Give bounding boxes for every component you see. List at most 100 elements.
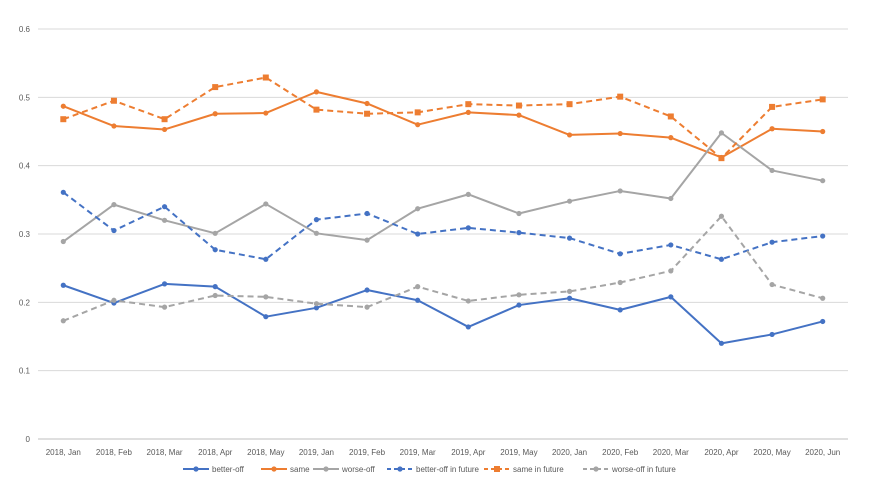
data-point (617, 93, 624, 100)
data-point (516, 112, 522, 118)
data-point (364, 304, 370, 310)
data-point (617, 279, 623, 286)
data-point (60, 189, 66, 195)
data-point (718, 213, 725, 219)
legend-label: same in future (513, 465, 564, 474)
x-tick-label: 2019, May (500, 448, 537, 457)
data-point (313, 217, 320, 223)
legend-marker (593, 466, 599, 472)
data-point (668, 268, 674, 274)
y-tick-label: 0.6 (19, 25, 31, 34)
x-tick-label: 2020, May (753, 448, 790, 457)
data-point (161, 217, 168, 223)
data-point (667, 113, 674, 120)
data-point (364, 237, 370, 243)
legend-label: better-off in future (416, 465, 480, 474)
data-point (769, 126, 775, 132)
data-point (60, 318, 66, 324)
data-point (668, 294, 674, 300)
legend-marker (193, 466, 199, 472)
data-point (364, 100, 370, 107)
data-point (415, 122, 421, 128)
x-tick-label: 2019, Apr (451, 448, 486, 457)
data-point (263, 201, 269, 207)
x-tick-label: 2020, Jan (552, 448, 587, 457)
data-point (668, 242, 674, 248)
data-point (313, 305, 320, 311)
data-point (415, 206, 421, 212)
data-point (718, 130, 725, 136)
data-point (161, 204, 168, 210)
series-lines (60, 74, 826, 346)
x-tick-label: 2018, Mar (147, 448, 183, 457)
data-point (820, 233, 826, 239)
data-point (161, 281, 168, 287)
x-tick-label: 2020, Feb (602, 448, 639, 457)
data-point (415, 284, 421, 290)
data-point (617, 130, 623, 137)
y-tick-label: 0.4 (19, 162, 31, 171)
data-point (465, 109, 471, 115)
data-point (313, 301, 320, 307)
x-tick-label: 2019, Mar (400, 448, 436, 457)
data-point (516, 210, 522, 217)
data-point (718, 340, 725, 346)
legend-item: same (261, 465, 310, 474)
data-point (617, 251, 623, 257)
data-point (820, 128, 826, 135)
data-point (566, 198, 573, 204)
x-tick-label: 2018, Jan (46, 448, 81, 457)
y-tick-label: 0.2 (19, 298, 31, 307)
legend-label: worse-off (341, 465, 376, 474)
data-point (364, 287, 370, 293)
series-better-off (60, 281, 826, 346)
data-point (414, 109, 421, 116)
data-point (465, 324, 471, 330)
x-tick-label: 2018, Feb (96, 448, 133, 457)
data-point (263, 314, 269, 320)
data-point (819, 96, 826, 103)
series-line (62, 76, 823, 160)
y-axis: 0 0.1 0.2 0.3 0.4 0.5 0.6 (19, 25, 31, 444)
legend-item: same in future (484, 465, 564, 474)
data-point (769, 331, 775, 338)
data-point (415, 231, 421, 237)
x-tick-label: 2018, May (247, 448, 284, 457)
y-tick-label: 0.1 (19, 367, 31, 376)
data-point (465, 225, 471, 231)
data-point (617, 188, 623, 194)
series-same-in-future (60, 74, 826, 162)
gridlines (38, 28, 848, 440)
series-line (62, 191, 823, 261)
x-tick-label: 2019, Feb (349, 448, 386, 457)
data-point (516, 292, 522, 298)
data-point (263, 294, 269, 300)
data-point (212, 230, 218, 236)
series-better-off-in-future (60, 189, 826, 262)
data-point (263, 110, 269, 116)
data-point (820, 178, 826, 184)
data-point (111, 123, 117, 129)
data-point (415, 297, 421, 303)
data-point (161, 126, 168, 133)
data-point (566, 295, 573, 301)
series-line (62, 90, 823, 159)
data-point (313, 106, 320, 113)
data-point (110, 97, 117, 104)
data-point (820, 318, 826, 325)
data-point (364, 210, 370, 217)
legend-marker (397, 466, 403, 472)
series-line (62, 282, 823, 345)
data-point (566, 288, 573, 294)
data-point (668, 195, 674, 202)
y-tick-label: 0 (26, 435, 31, 444)
x-tick-label: 2020, Mar (653, 448, 689, 457)
x-axis: 2018, Jan 2018, Feb 2018, Mar 2018, Apr 2018… (46, 448, 841, 457)
data-point (515, 102, 522, 109)
data-point (60, 103, 66, 109)
data-point (566, 235, 573, 241)
data-point (718, 155, 725, 162)
legend-label: better-off (212, 465, 245, 474)
